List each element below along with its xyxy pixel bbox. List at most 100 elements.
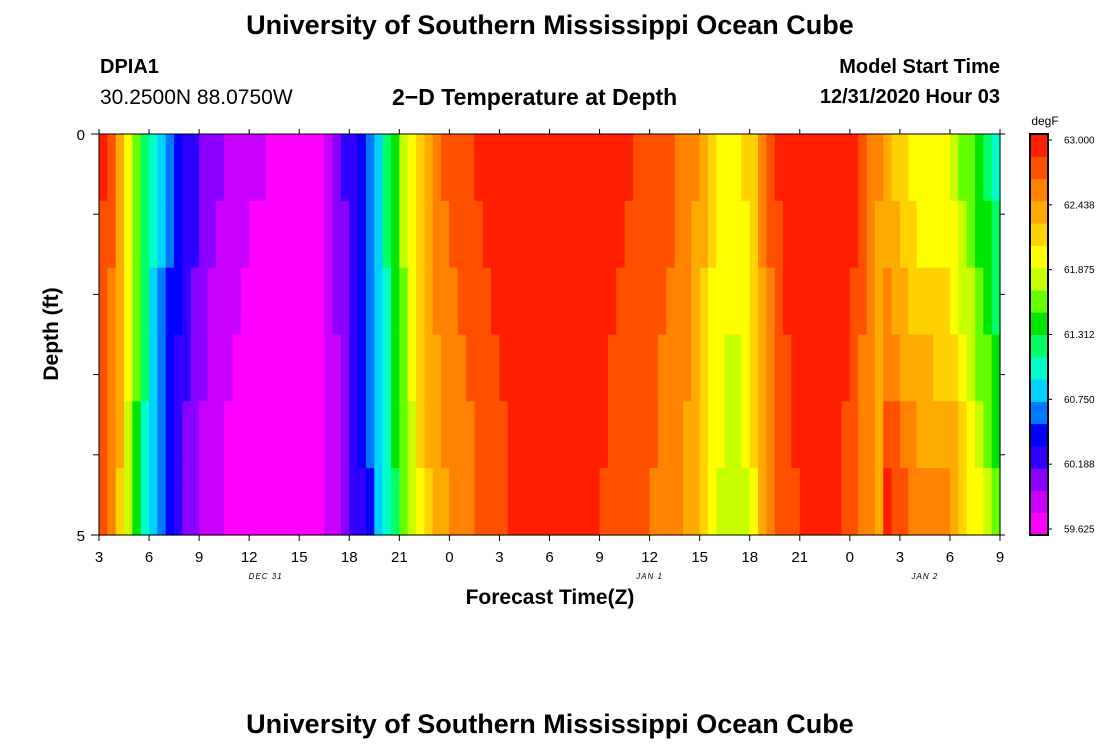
heatmap-cell (649, 267, 659, 336)
heatmap-cell (491, 200, 501, 269)
heatmap-cell (374, 468, 384, 536)
heatmap-cell (407, 334, 417, 402)
heatmap-cell (682, 200, 692, 269)
heatmap-cell (215, 334, 225, 402)
heatmap-cell (99, 334, 108, 402)
heatmap-cell (983, 468, 993, 536)
heatmap-cell (491, 334, 501, 402)
heatmap-cell (132, 334, 142, 402)
heatmap-cell (733, 200, 742, 269)
heatmap-cell (866, 334, 876, 402)
heatmap-cell (482, 401, 492, 469)
heatmap-cell (424, 334, 434, 402)
heatmap-cell (866, 468, 876, 536)
heatmap-cell (474, 401, 484, 469)
heatmap-cell (290, 334, 300, 402)
heatmap-cell (524, 200, 534, 269)
heatmap-cell (382, 267, 392, 336)
colorbar-segment (1030, 245, 1048, 269)
heatmap-cell (491, 468, 501, 536)
heatmap-cell (157, 401, 167, 469)
heatmap-cell (708, 334, 717, 402)
x-tick-label: 12 (641, 549, 658, 566)
heatmap-cell (541, 134, 551, 202)
heatmap-cell (699, 134, 709, 202)
heatmap-cell (591, 468, 601, 536)
heatmap-cell (107, 401, 117, 469)
heatmap-cell (616, 134, 626, 202)
heatmap-cell (282, 468, 292, 536)
colorbar-tick-label: 59.625 (1064, 525, 1095, 536)
heatmap-cell (958, 468, 968, 536)
heatmap-cell (741, 401, 751, 469)
model-start-value: 12/31/2020 Hour 03 (819, 86, 1000, 108)
heatmap-cell (299, 468, 309, 536)
heatmap-cell (766, 200, 776, 269)
heatmap-cell (424, 468, 434, 536)
heatmap-cell (833, 468, 843, 536)
heatmap-cell (649, 401, 659, 469)
heatmap-cell (649, 134, 659, 202)
heatmap-cell (407, 401, 417, 469)
heatmap-cell (891, 134, 901, 202)
heatmap-cell (783, 401, 793, 469)
heatmap-cell (607, 401, 617, 469)
heatmap-cell (357, 468, 367, 536)
heatmap-cell (149, 134, 158, 202)
colorbar: degF 63.000 62.438 61.875 61.312 60.750 60.188… (1029, 114, 1095, 536)
heatmap-cell (249, 200, 259, 269)
heatmap-cell (682, 468, 692, 536)
heatmap-cell (424, 134, 434, 202)
heatmap-cell (749, 267, 759, 336)
heatmap-cell (199, 134, 209, 202)
heatmap-cell (941, 267, 951, 336)
heatmap-cell (224, 401, 234, 469)
colorbar-tick-label: 61.875 (1064, 265, 1095, 276)
colorbar-segment (1030, 356, 1048, 380)
heatmap-cell (741, 134, 751, 202)
heatmap-cell (507, 401, 517, 469)
heatmap-cell (416, 200, 425, 269)
heatmap-cell (557, 468, 567, 536)
heatmap-cell (724, 200, 734, 269)
heatmap-cell (632, 134, 642, 202)
heatmap-cell (140, 468, 150, 536)
heatmap-cell (374, 334, 384, 402)
heatmap-cell (833, 267, 843, 336)
heatmap-cell (332, 468, 342, 536)
heatmap-cell (474, 468, 484, 536)
heatmap-cell (399, 200, 409, 269)
heatmap-cell (357, 267, 367, 336)
heatmap-cell (941, 134, 951, 202)
heatmap-cell (449, 334, 459, 402)
heatmap-cell (190, 334, 200, 402)
heatmap-cell (182, 401, 192, 469)
heatmap-cell (157, 334, 167, 402)
heatmap-cell (891, 200, 901, 269)
heatmap-cell (949, 334, 959, 402)
heatmap-cell (691, 267, 701, 336)
axes: 3 6 9 12 15 18 21 0 3 6 9 12 15 18 21 0 3 6 9 DEC 31 JAN 1 JA… (77, 127, 1005, 581)
heatmap-cell (674, 468, 684, 536)
heatmap-cell (207, 468, 217, 536)
heatmap-cell (674, 267, 684, 336)
heatmap-cell (974, 200, 984, 269)
heatmap-cell (866, 267, 876, 336)
heatmap-cell (708, 134, 717, 202)
heatmap-cell (557, 401, 567, 469)
heatmap-cell (99, 134, 108, 202)
heatmap-cell (791, 134, 801, 202)
heatmap-cell (849, 200, 859, 269)
heatmap-cell (524, 267, 534, 336)
heatmap-cell (257, 401, 267, 469)
heatmap-cell (282, 267, 292, 336)
heatmap-cell (724, 334, 734, 402)
heatmap-cell (549, 334, 559, 402)
heatmap-cell (232, 334, 242, 402)
heatmap-cell (340, 134, 350, 202)
heatmap-cell (582, 267, 592, 336)
heatmap-cell (641, 267, 651, 336)
heatmap-cell (607, 334, 617, 402)
heatmap-cell (749, 401, 759, 469)
colorbar-tick-label: 62.438 (1064, 200, 1095, 211)
